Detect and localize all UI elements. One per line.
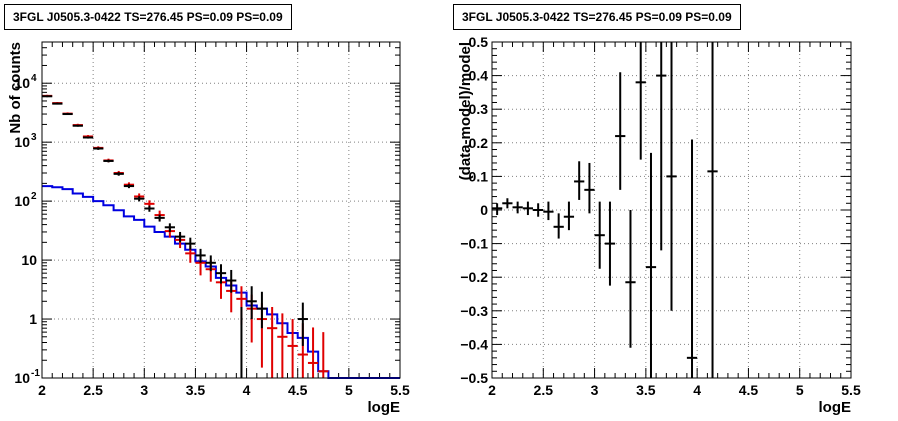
y-tick-exponent: -1	[31, 368, 40, 379]
x-tick-label: 3	[591, 382, 599, 398]
x-tick-label: 2	[488, 382, 496, 398]
y-tick-label: 0	[480, 202, 488, 218]
y-tick-label: 0.1	[469, 168, 489, 184]
y-tick-label: 10	[14, 134, 30, 150]
plot-frame	[491, 41, 852, 379]
left-chart-title: 3FGL J0505.3-0422 TS=276.45 PS=0.09 PS=0…	[4, 4, 292, 30]
x-tick-label: 4.5	[288, 382, 308, 398]
x-tick-label: 4.5	[739, 382, 759, 398]
x-tick-label: 4	[243, 382, 251, 398]
y-axis-label: (data-model)/model	[457, 42, 474, 180]
x-tick-label: 5	[796, 382, 804, 398]
y-tick-label: 10	[14, 193, 30, 209]
residuals-chart: 2 2.5 3 3.5 4 4.5 5 5.5 0.5 0.4 0.3 0.2 0.1 0 −0.1 −0.2…	[457, 34, 861, 416]
x-tick-label: 5	[345, 382, 353, 398]
y-tick-label: 10	[14, 75, 30, 91]
y-tick-label: −0.5	[460, 370, 488, 386]
x-tick-label: 2	[38, 382, 46, 398]
y-tick-label: 0.3	[469, 101, 489, 117]
x-tick-label: 5.5	[841, 382, 861, 398]
y-tick-label: 0.2	[469, 135, 489, 151]
y-tick-exponent: 2	[31, 191, 37, 202]
plot-frame	[41, 41, 401, 379]
y-tick-label: 0.4	[469, 68, 489, 84]
x-tick-label: 2.5	[83, 382, 103, 398]
y-tick-exponent: 3	[31, 132, 37, 143]
y-tick-label: 0.5	[469, 34, 489, 50]
y-tick-label: −0.4	[460, 336, 488, 352]
y-tick-label: 10	[14, 370, 30, 386]
y-axis-label: Nb of counts	[7, 42, 24, 134]
y-tick-label: −0.3	[460, 303, 488, 319]
x-tick-label: 4	[693, 382, 701, 398]
x-axis-label: logE	[368, 399, 401, 416]
x-tick-label: 3	[140, 382, 148, 398]
y-tick-label: −0.2	[460, 269, 488, 285]
y-tick-exponent: 4	[31, 73, 37, 84]
x-tick-label: 3.5	[636, 382, 656, 398]
right-chart-title: 3FGL J0505.3-0422 TS=276.45 PS=0.09 PS=0…	[453, 4, 741, 30]
y-tick-label: −0.1	[460, 236, 488, 252]
x-tick-label: 3.5	[186, 382, 206, 398]
y-tick-label: 10	[21, 252, 37, 268]
y-tick-label: 1	[29, 311, 37, 327]
x-tick-label: 5.5	[390, 382, 410, 398]
x-axis-label: logE	[819, 399, 852, 416]
x-tick-label: 2.5	[534, 382, 554, 398]
